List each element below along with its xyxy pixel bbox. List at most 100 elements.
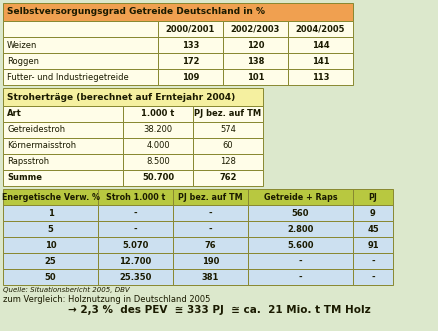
Text: Getreide + Raps: Getreide + Raps: [264, 193, 337, 202]
Bar: [158, 21, 223, 37]
Text: Art: Art: [7, 110, 22, 118]
Bar: [3, 269, 98, 285]
Text: Getreidestroh: Getreidestroh: [7, 125, 65, 134]
Text: 60: 60: [223, 141, 233, 151]
Bar: [98, 205, 173, 221]
Bar: [123, 138, 193, 154]
Text: Stroherträge (berechnet auf Erntejahr 2004): Stroherträge (berechnet auf Erntejahr 20…: [7, 92, 235, 102]
Bar: [353, 221, 393, 237]
Text: 9: 9: [370, 209, 376, 217]
Bar: [123, 122, 193, 138]
Text: 2000/2001: 2000/2001: [166, 24, 215, 33]
Text: Rapsstroh: Rapsstroh: [7, 158, 49, 166]
Bar: [173, 269, 248, 285]
Bar: [98, 269, 173, 285]
Text: -: -: [371, 272, 375, 281]
Bar: [353, 237, 393, 253]
Text: Weizen: Weizen: [7, 40, 37, 50]
Text: 113: 113: [312, 72, 329, 81]
Bar: [3, 37, 158, 53]
Text: 50.700: 50.700: [142, 173, 174, 182]
Bar: [248, 237, 353, 253]
Bar: [158, 53, 223, 69]
Bar: [123, 154, 193, 170]
Bar: [353, 189, 393, 205]
Bar: [223, 21, 288, 37]
Text: 144: 144: [312, 40, 329, 50]
Bar: [288, 53, 353, 69]
Bar: [3, 53, 158, 69]
Bar: [98, 253, 173, 269]
Bar: [3, 154, 123, 170]
Text: -: -: [208, 224, 212, 233]
Text: 2004/2005: 2004/2005: [296, 24, 345, 33]
Text: 381: 381: [202, 272, 219, 281]
Bar: [3, 3, 353, 21]
Bar: [193, 106, 263, 122]
Text: Körnermaisstroh: Körnermaisstroh: [7, 141, 76, 151]
Bar: [3, 189, 98, 205]
Text: 76: 76: [205, 241, 216, 250]
Bar: [288, 37, 353, 53]
Text: zum Vergleich: Holznutzung in Deutschland 2005: zum Vergleich: Holznutzung in Deutschlan…: [3, 295, 210, 304]
Bar: [158, 37, 223, 53]
Bar: [3, 170, 123, 186]
Text: Quelle: Situationsbericht 2005, DBV: Quelle: Situationsbericht 2005, DBV: [3, 287, 130, 293]
Bar: [193, 170, 263, 186]
Text: 91: 91: [367, 241, 379, 250]
Text: -: -: [208, 209, 212, 217]
Text: 50: 50: [45, 272, 57, 281]
Bar: [3, 122, 123, 138]
Text: → 2,3 %  des PEV  ≅ 333 PJ  ≅ ca.  21 Mio. t TM Holz: → 2,3 % des PEV ≅ 333 PJ ≅ ca. 21 Mio. t…: [67, 305, 371, 315]
Text: 5.070: 5.070: [122, 241, 148, 250]
Text: 8.500: 8.500: [146, 158, 170, 166]
Text: 1.000 t: 1.000 t: [141, 110, 175, 118]
Bar: [3, 106, 123, 122]
Bar: [248, 221, 353, 237]
Text: Stroh 1.000 t: Stroh 1.000 t: [106, 193, 165, 202]
Text: 5.600: 5.600: [287, 241, 314, 250]
Bar: [173, 221, 248, 237]
Text: 1: 1: [48, 209, 53, 217]
Text: 190: 190: [202, 257, 219, 265]
Bar: [353, 253, 393, 269]
Bar: [288, 21, 353, 37]
Bar: [193, 154, 263, 170]
Text: Summe: Summe: [7, 173, 42, 182]
Bar: [98, 237, 173, 253]
Bar: [248, 269, 353, 285]
Bar: [193, 122, 263, 138]
Bar: [123, 170, 193, 186]
Bar: [3, 88, 263, 106]
Text: 12.700: 12.700: [120, 257, 152, 265]
Bar: [3, 253, 98, 269]
Bar: [98, 221, 173, 237]
Bar: [193, 138, 263, 154]
Bar: [173, 205, 248, 221]
Text: 2.800: 2.800: [287, 224, 314, 233]
Text: 141: 141: [312, 57, 329, 66]
Bar: [223, 69, 288, 85]
Text: 10: 10: [45, 241, 57, 250]
Bar: [353, 269, 393, 285]
Text: 25: 25: [45, 257, 57, 265]
Text: Energetische Verw. %: Energetische Verw. %: [1, 193, 99, 202]
Text: Futter- und Industriegetreide: Futter- und Industriegetreide: [7, 72, 129, 81]
Text: 38.200: 38.200: [143, 125, 173, 134]
Text: 128: 128: [220, 158, 236, 166]
Bar: [248, 205, 353, 221]
Text: PJ: PJ: [368, 193, 378, 202]
Bar: [3, 69, 158, 85]
Text: -: -: [299, 257, 302, 265]
Bar: [173, 237, 248, 253]
Text: 172: 172: [182, 57, 199, 66]
Text: -: -: [299, 272, 302, 281]
Text: 762: 762: [219, 173, 237, 182]
Text: Roggen: Roggen: [7, 57, 39, 66]
Text: 109: 109: [182, 72, 199, 81]
Text: 101: 101: [247, 72, 264, 81]
Text: -: -: [134, 224, 137, 233]
Text: PJ bez. auf TM: PJ bez. auf TM: [178, 193, 243, 202]
Text: Selbstversorgungsgrad Getreide Deutschland in %: Selbstversorgungsgrad Getreide Deutschla…: [7, 8, 265, 17]
Bar: [288, 69, 353, 85]
